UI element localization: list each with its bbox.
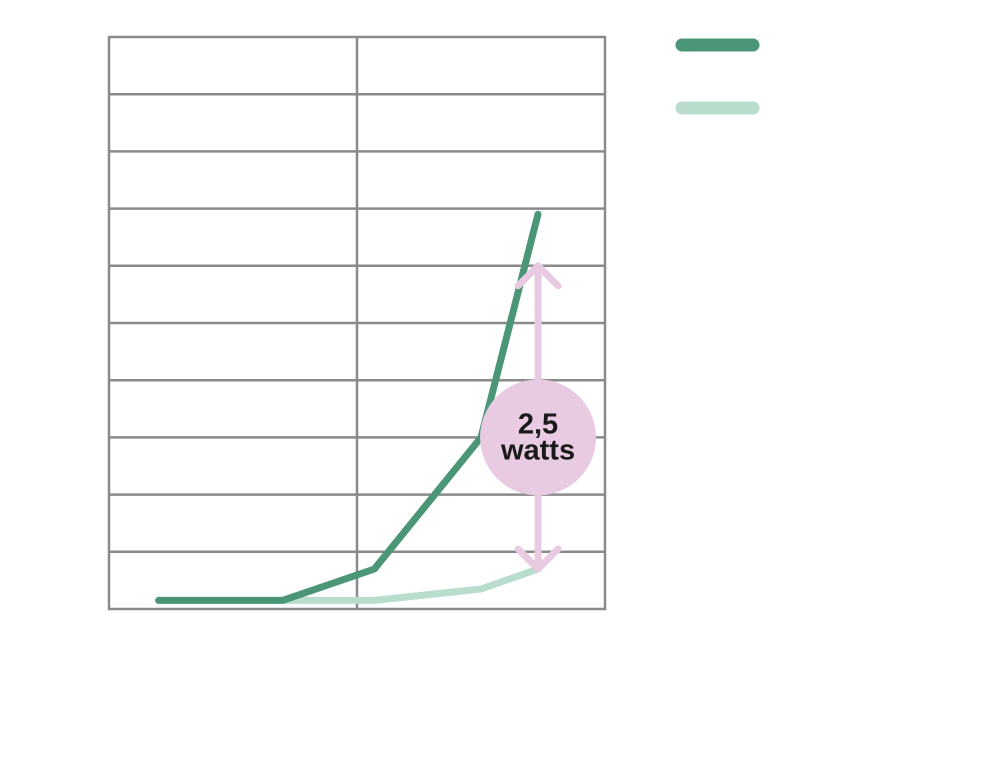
legend xyxy=(675,38,760,115)
grid-layer xyxy=(107,35,607,611)
annotation-unit: watts xyxy=(500,434,575,466)
arrow-head-up-icon xyxy=(514,262,562,290)
series-line-2 xyxy=(155,565,542,604)
annotation-value: 2,5 xyxy=(518,408,558,440)
annotation-circle xyxy=(480,379,597,496)
series-layer xyxy=(155,210,542,604)
arrow-head-down-icon xyxy=(514,545,562,573)
series-line-1 xyxy=(155,210,542,604)
